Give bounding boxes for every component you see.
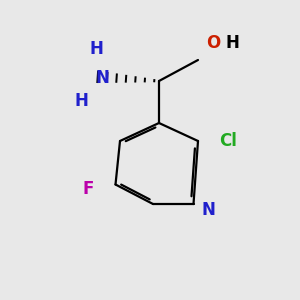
Text: N: N bbox=[202, 201, 215, 219]
Text: O: O bbox=[206, 34, 220, 52]
Text: N: N bbox=[95, 69, 109, 87]
Text: Cl: Cl bbox=[219, 132, 237, 150]
Text: F: F bbox=[83, 180, 94, 198]
Text: H: H bbox=[89, 40, 103, 58]
Text: H: H bbox=[226, 34, 239, 52]
Text: H: H bbox=[74, 92, 88, 110]
